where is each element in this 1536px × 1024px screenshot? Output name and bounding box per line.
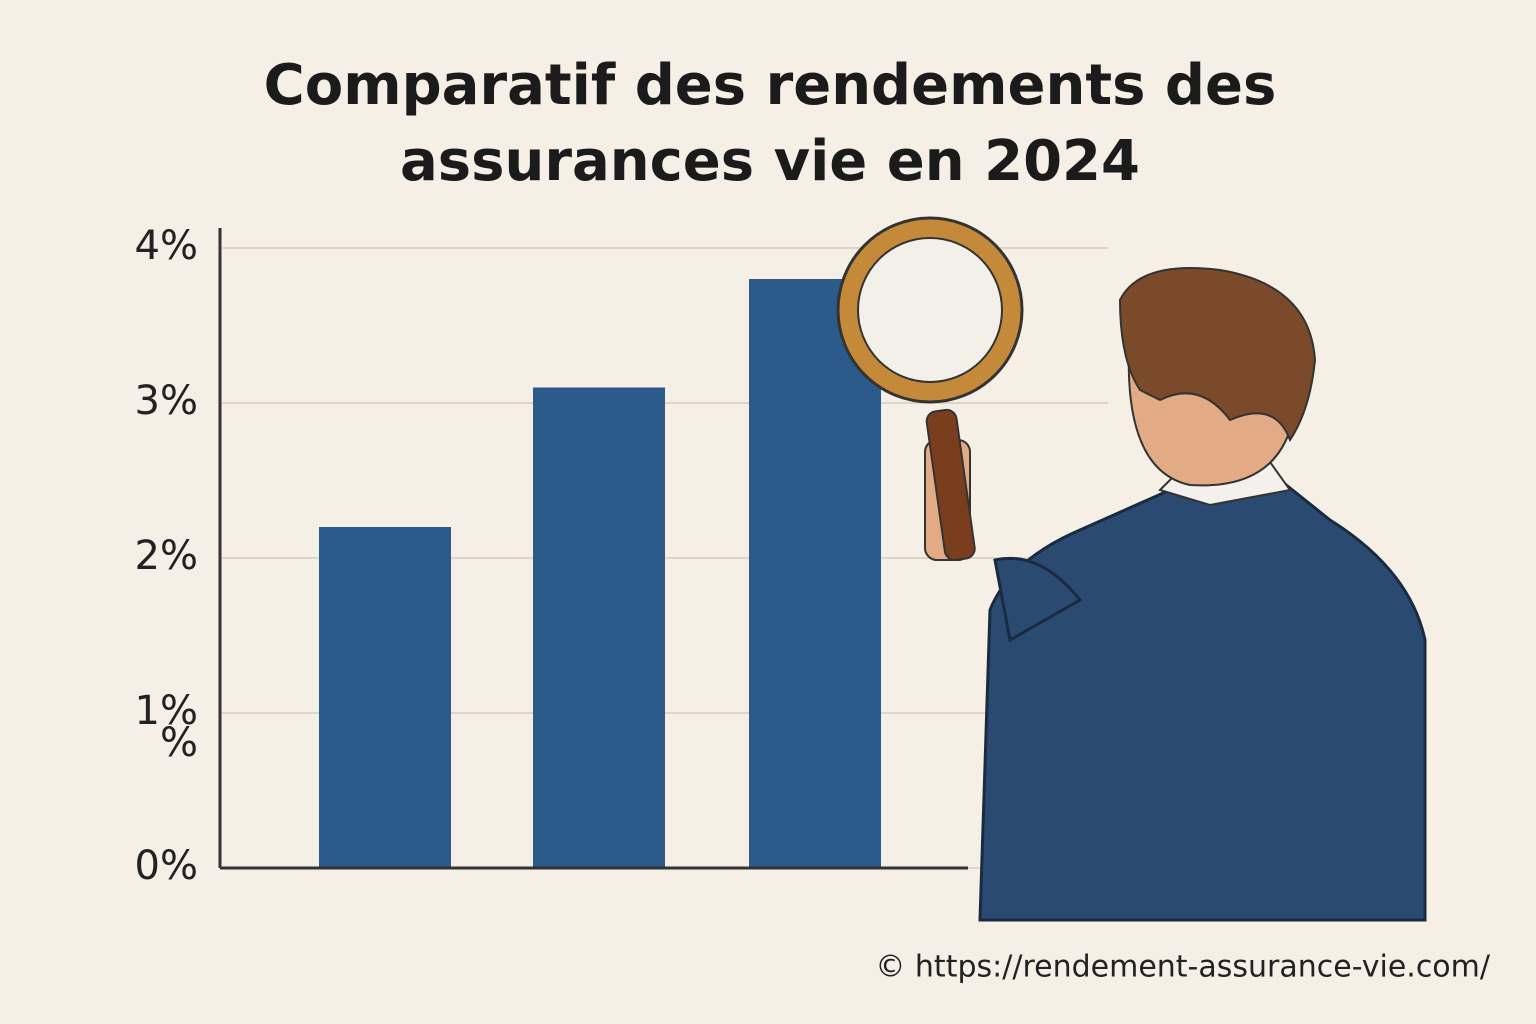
illustration — [836, 216, 1427, 922]
bar — [319, 527, 451, 868]
y-tick-label: 2% — [135, 533, 198, 579]
y-tick-label: 3% — [135, 378, 198, 424]
y-tick-label: 0% — [135, 843, 198, 889]
bar — [533, 387, 665, 868]
footer: © https://rendement-assurance-vie.com/ — [875, 950, 1491, 985]
chart-title: Comparatif des rendements des assurances… — [263, 53, 1277, 194]
y-tick-label: 1% — [135, 688, 198, 734]
bar — [749, 279, 881, 868]
annotation: % — [160, 720, 198, 766]
y-tick-label: 4% — [135, 223, 198, 269]
